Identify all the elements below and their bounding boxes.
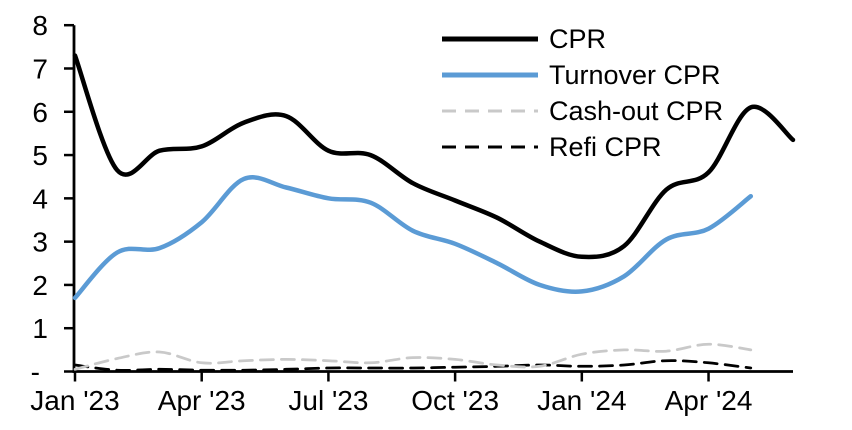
cashout-cpr-line-sample-icon [442, 109, 538, 113]
chart-legend: CPR Turnover CPR Cash-out CPR Refi CPR [442, 21, 723, 165]
y-axis-tick-label: 3 [32, 227, 48, 258]
series-line-cpr [72, 53, 796, 260]
y-axis-tick-label: - [31, 357, 40, 388]
y-axis-tick-label: 8 [32, 10, 48, 41]
refi-cpr-line-sample-icon [442, 145, 538, 149]
legend-item-turnover-cpr: Turnover CPR [442, 57, 723, 93]
x-axis-tick-label: Apr '24 [665, 385, 753, 416]
x-axis-tick-label: Jan '24 [537, 385, 626, 416]
legend-label-cpr: CPR [549, 24, 607, 54]
y-axis-tick-label: 4 [32, 183, 48, 214]
legend-item-cpr: CPR [442, 21, 723, 57]
y-axis-tick-label: 5 [32, 140, 48, 171]
legend-item-refi-cpr: Refi CPR [442, 129, 723, 165]
series-line-turnover-cpr [72, 175, 754, 301]
x-axis-tick-label: Apr '23 [158, 385, 246, 416]
series-line-refi-cpr [73, 359, 753, 372]
series-line-cash-out-cpr [73, 342, 753, 371]
legend-label-cashout-cpr: Cash-out CPR [549, 96, 724, 126]
legend-label-refi-cpr: Refi CPR [549, 132, 662, 162]
axes: - 1 2 3 4 5 6 7 8 Jan '23 Apr '23 Jul '23 Oct '23 Jan… [30, 10, 793, 416]
series-lines [72, 53, 796, 372]
legend-item-cashout-cpr: Cash-out CPR [442, 93, 723, 129]
x-axis-tick-label: Oct '23 [411, 385, 499, 416]
y-axis-tick-label: 1 [32, 313, 48, 344]
y-axis-tick-label: 6 [32, 97, 48, 128]
x-axis-tick-label: Jan '23 [30, 385, 119, 416]
y-axis-tick-label: 2 [32, 270, 48, 301]
turnover-cpr-line-sample-icon [442, 72, 538, 78]
y-axis-tick-label: 7 [32, 53, 48, 84]
legend-label-turnover-cpr: Turnover CPR [549, 60, 721, 90]
cpr-line-sample-icon [442, 36, 538, 42]
x-axis-tick-label: Jul '23 [288, 385, 368, 416]
